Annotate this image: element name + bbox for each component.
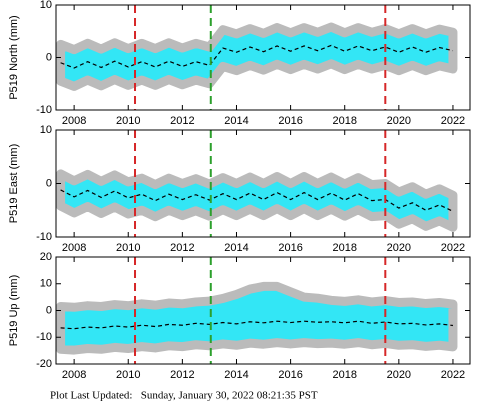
y-tick-label: 10 — [40, 0, 52, 11]
x-tick-label: 2018 — [332, 115, 356, 127]
y-tick-label: -10 — [36, 331, 52, 343]
x-tick-label: 2008 — [62, 369, 86, 381]
model-line — [60, 189, 454, 212]
x-tick-label: 2014 — [224, 369, 248, 381]
x-tick-label: 2008 — [62, 242, 86, 254]
data-band — [56, 281, 458, 355]
x-tick-label: 2008 — [62, 115, 86, 127]
model-line — [60, 320, 454, 330]
x-tick-label: 2014 — [224, 115, 248, 127]
x-tick-label: 2022 — [441, 115, 465, 127]
model-line — [60, 44, 454, 69]
footer: Plot Last Updated: Sunday, January 30, 2… — [50, 390, 318, 402]
x-tick-label: 2020 — [387, 115, 411, 127]
x-tick-label: 2012 — [170, 242, 194, 254]
x-tick-label: 2010 — [116, 242, 140, 254]
y-tick-label: 0 — [46, 177, 52, 189]
y-tick-label: -10 — [36, 231, 52, 243]
x-tick-label: 2022 — [441, 369, 465, 381]
x-tick-label: 2022 — [441, 242, 465, 254]
x-tick-label: 2018 — [332, 369, 356, 381]
y-tick-label: 10 — [40, 124, 52, 136]
x-tick-label: 2020 — [387, 369, 411, 381]
x-tick-label: 2010 — [116, 115, 140, 127]
y-axis-label: P519 Up (mm) — [8, 275, 20, 347]
x-tick-label: 2012 — [170, 115, 194, 127]
y-tick-label: 0 — [46, 304, 52, 316]
y-axis-label: P519 North (mm) — [8, 15, 20, 99]
y-tick-label: 0 — [46, 51, 52, 63]
x-tick-label: 2018 — [332, 242, 356, 254]
x-tick-label: 2016 — [278, 242, 302, 254]
x-tick-label: 2010 — [116, 369, 140, 381]
x-tick-label: 2016 — [278, 369, 302, 381]
data-band — [56, 22, 458, 91]
y-tick-label: 10 — [40, 278, 52, 290]
x-tick-label: 2016 — [278, 115, 302, 127]
y-tick-label: -10 — [36, 104, 52, 116]
y-tick-label: 20 — [40, 251, 52, 263]
x-tick-label: 2020 — [387, 242, 411, 254]
data-band — [56, 169, 458, 232]
y-tick-label: -20 — [36, 358, 52, 370]
x-tick-label: 2012 — [170, 369, 194, 381]
y-axis-label: P519 East (mm) — [8, 144, 20, 223]
x-tick-label: 2014 — [224, 242, 248, 254]
